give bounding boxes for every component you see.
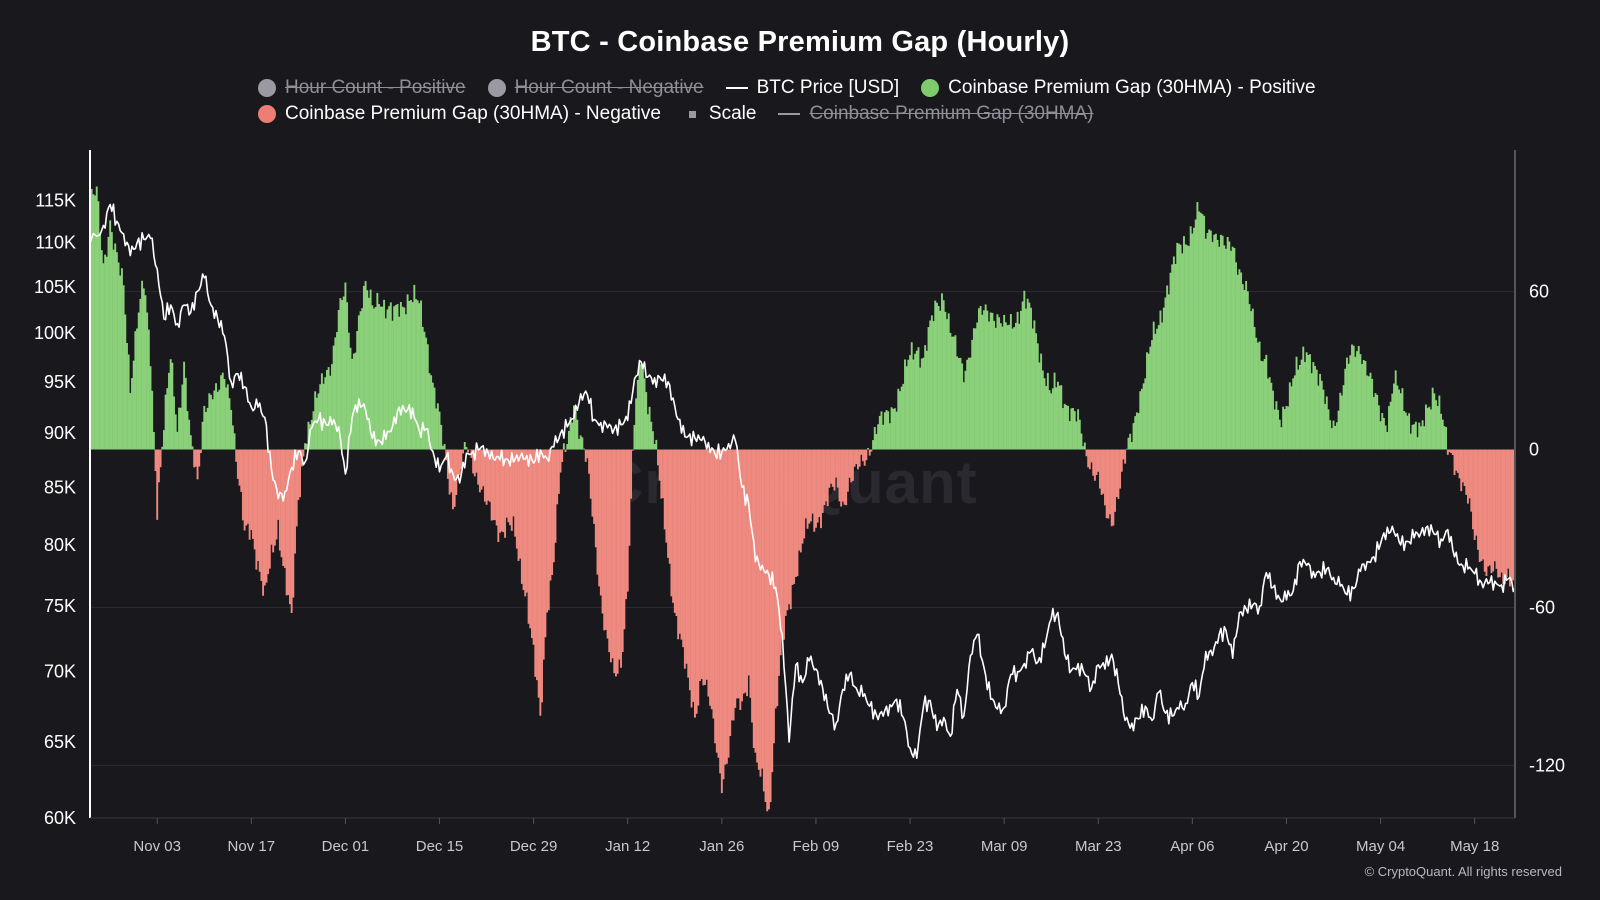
legend-label: Scale — [708, 103, 757, 124]
y-left-tick-label: 85K — [44, 477, 76, 497]
y-left-tick-label: 110K — [35, 233, 76, 253]
y-left-tick-label: 75K — [44, 596, 76, 616]
y-left-tick-label: 95K — [44, 372, 76, 392]
y-left-tick-label: 80K — [44, 535, 76, 555]
y-left-tick-label: 115K — [35, 190, 76, 210]
legend-label: Coinbase Premium Gap (30HMA) - Negative — [285, 103, 661, 124]
chart-title: BTC - Coinbase Premium Gap (Hourly) — [530, 26, 1070, 58]
x-tick-label: Nov 17 — [228, 838, 276, 855]
x-tick-label: Apr 06 — [1170, 838, 1214, 855]
y-left-tick-label: 105K — [34, 277, 76, 297]
y-left-tick-label: 70K — [44, 662, 76, 682]
legend-label: BTC Price [USD] — [756, 77, 900, 98]
legend-dot-icon — [258, 79, 276, 97]
legend-label: Hour Count - Negative — [514, 77, 704, 98]
x-tick-label: May 18 — [1450, 838, 1499, 855]
legend-row-1: Hour Count - Positive Hour Count - Negati… — [258, 77, 1338, 99]
x-tick-label: Feb 09 — [793, 838, 840, 855]
x-tick-label: Dec 01 — [322, 838, 370, 855]
legend-item[interactable]: BTC Price [USD] — [725, 77, 900, 99]
legend-item[interactable]: Coinbase Premium Gap (30HMA) - Positive — [921, 77, 1316, 99]
btc-price-line — [89, 203, 1516, 759]
y-left-tick-label: 65K — [44, 732, 76, 752]
y-right-tick-label: 60 — [1529, 282, 1549, 302]
x-tick-label: Jan 12 — [605, 838, 650, 855]
x-tick-label: Dec 15 — [416, 838, 464, 855]
legend-item[interactable]: Coinbase Premium Gap (30HMA) — [778, 103, 1094, 125]
legend-dot-icon — [258, 105, 276, 123]
x-tick-label: Mar 09 — [981, 838, 1028, 855]
legend-item[interactable]: Coinbase Premium Gap (30HMA) - Negative — [258, 103, 661, 125]
legend-line-icon — [778, 113, 801, 115]
legend-row-2: Coinbase Premium Gap (30HMA) - Negative S… — [258, 103, 1116, 125]
y-right-tick-label: -60 — [1529, 597, 1555, 617]
legend-label: Hour Count - Positive — [285, 77, 466, 98]
x-tick-label: Mar 23 — [1075, 838, 1122, 855]
x-tick-label: Apr 20 — [1264, 838, 1308, 855]
copyright-note: © CryptoQuant. All rights reserved — [1364, 864, 1562, 879]
legend-dot-icon — [921, 79, 940, 97]
y-left-tick-label: 90K — [44, 423, 76, 443]
x-tick-label: Feb 23 — [887, 838, 934, 855]
x-tick-label: Jan 26 — [699, 838, 744, 855]
legend-square-icon — [688, 110, 696, 118]
legend-item[interactable]: Hour Count - Positive — [258, 77, 466, 99]
y-left-tick-label: 60K — [44, 808, 76, 828]
legend-item[interactable]: Scale — [683, 103, 757, 125]
y-right-tick-label: 0 — [1529, 440, 1539, 460]
x-tick-label: May 04 — [1356, 838, 1405, 855]
x-tick-label: Dec 29 — [510, 838, 558, 855]
y-right-tick-label: -120 — [1529, 755, 1565, 775]
legend-line-icon — [725, 87, 748, 89]
x-tick-label: Nov 03 — [133, 838, 181, 855]
gap-negative-area — [154, 449, 1516, 812]
gap-positive-area — [89, 186, 1448, 450]
legend-item[interactable]: Hour Count - Negative — [487, 77, 704, 99]
legend-label: Coinbase Premium Gap (30HMA) — [809, 103, 1094, 124]
legend-dot-icon — [487, 79, 506, 97]
legend-label: Coinbase Premium Gap (30HMA) - Positive — [948, 77, 1316, 98]
y-left-tick-label: 100K — [34, 323, 76, 343]
